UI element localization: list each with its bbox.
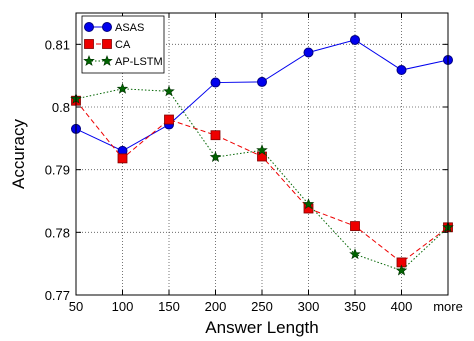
- data-point-ap-lstm: [302, 198, 315, 210]
- data-point-ap-lstm: [209, 151, 222, 163]
- data-point-ca: [257, 151, 267, 162]
- data-point-ap-lstm: [116, 82, 129, 94]
- x-tick-label: 50: [69, 299, 83, 314]
- legend-label: ASAS: [115, 22, 144, 34]
- y-tick-label: 0.8: [52, 100, 70, 115]
- series-line-ap-lstm: [75, 88, 449, 272]
- legend-label: AP-LSTM: [115, 56, 163, 68]
- x-tick-label: more: [433, 299, 463, 314]
- data-point-ap-lstm: [256, 144, 268, 156]
- x-tick-label: 350: [344, 299, 366, 314]
- data-point-ca: [210, 130, 221, 141]
- y-axis-label: Accuracy: [9, 119, 28, 189]
- x-axis-label: Answer Length: [205, 318, 318, 337]
- data-point-asas: [257, 76, 267, 87]
- data-point-ca: [350, 221, 360, 231]
- x-tick-label: 100: [112, 299, 134, 314]
- x-tick-label: 200: [205, 299, 227, 314]
- y-tick-label: 0.78: [45, 225, 70, 240]
- y-tick-label: 0.79: [45, 163, 70, 178]
- data-point-asas: [350, 34, 360, 45]
- ticks: 50 100 150 200 250 300 350 400 more 0.77 0.78 0.79 0…: [45, 13, 463, 314]
- x-tick-label: 150: [158, 299, 180, 314]
- x-tick-label: 300: [298, 299, 320, 314]
- data-point-asas: [210, 77, 221, 88]
- legend-marker: [102, 22, 112, 32]
- legend-marker: [102, 39, 112, 49]
- data-point-asas: [396, 65, 407, 76]
- y-tick-label: 0.77: [45, 288, 70, 303]
- legend-marker: [83, 54, 95, 66]
- x-tick-label: 400: [391, 299, 413, 314]
- legend-item-ca: CA: [84, 39, 131, 51]
- data-point-ca: [117, 153, 128, 164]
- data-point-ap-lstm: [163, 85, 175, 97]
- data-point-ap-lstm: [395, 264, 408, 276]
- y-tick-label: 0.81: [45, 37, 70, 52]
- legend-marker: [101, 54, 113, 66]
- legend-box: [81, 15, 165, 74]
- legend-marker: [84, 39, 94, 49]
- data-point-asas: [303, 47, 314, 58]
- x-tick-label: 250: [251, 299, 273, 314]
- data-point-ca: [164, 114, 174, 125]
- legend-label: CA: [115, 39, 131, 51]
- legend: ASAS CA AP-LSTM: [81, 15, 165, 74]
- legend-item-asas: ASAS: [84, 22, 144, 34]
- legend-marker: [84, 22, 94, 32]
- data-point-ap-lstm: [349, 248, 361, 260]
- legend-item-ap-lstm: AP-LSTM: [83, 54, 163, 68]
